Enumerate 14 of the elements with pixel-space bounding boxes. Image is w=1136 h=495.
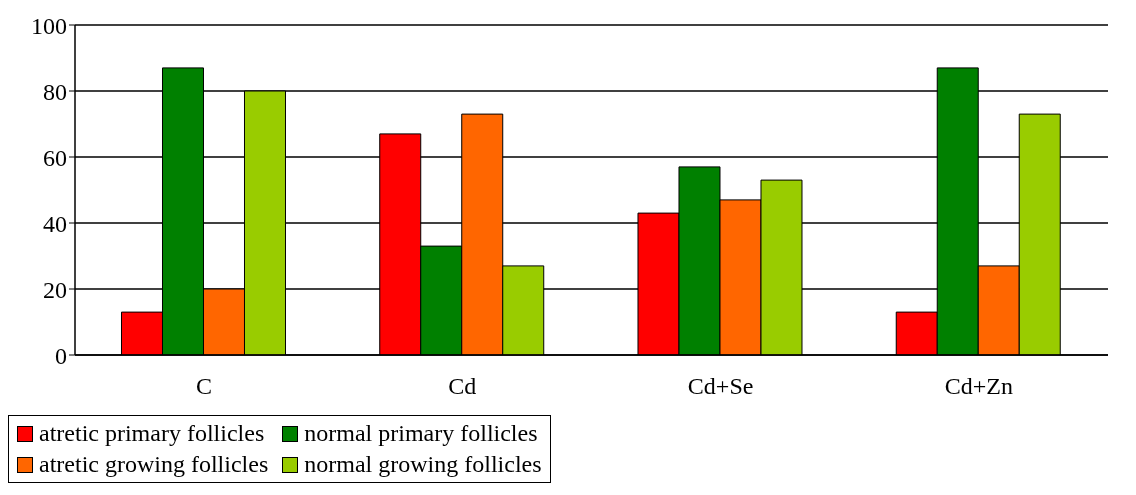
y-tick-label: 100 (31, 12, 67, 39)
x-tick-label: Cd+Zn (944, 373, 1013, 400)
y-tick-label: 80 (43, 78, 67, 105)
legend-label: atretic primary follicles (39, 420, 265, 447)
x-tick-label: C (196, 373, 213, 400)
y-tick-label: 0 (55, 342, 67, 369)
x-tick-label: Cd+Se (687, 373, 754, 400)
legend-label: normal growing follicles (304, 451, 542, 478)
y-tick-label: 60 (43, 144, 67, 171)
y-tick-label: 40 (43, 210, 67, 237)
y-tick-label: 20 (43, 276, 67, 303)
legend-label: normal primary follicles (304, 420, 538, 447)
legend-label: atretic growing follicles (39, 451, 269, 478)
x-tick-label: Cd (448, 373, 477, 400)
